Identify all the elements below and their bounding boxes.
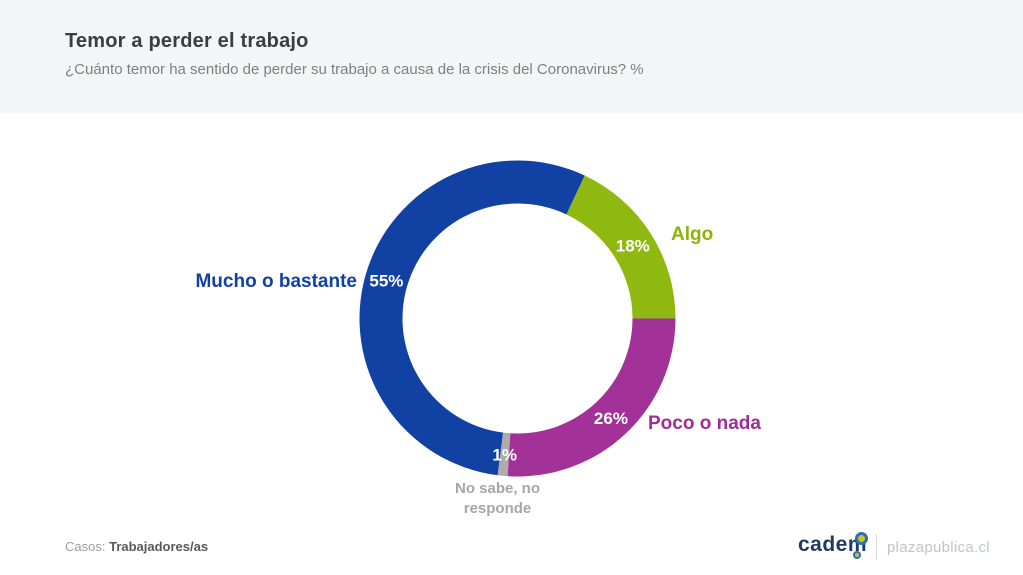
cases-note: Casos: Trabajadores/as: [65, 539, 208, 554]
cadem-logo-ring-icon: [855, 532, 868, 545]
slice-value-label-0: 55%: [369, 271, 403, 290]
footer-brand: cadem plazapublica.cl: [798, 530, 990, 564]
slice-value-label-1: 18%: [616, 236, 650, 255]
cadem-logo-text: cadem: [798, 533, 868, 556]
divider: [876, 534, 877, 560]
slice-label-no-sabe-no-responde: No sabe, no responde: [454, 480, 540, 517]
slice-label-algo: Algo: [671, 224, 714, 245]
cases-value: Trabajadores/as: [109, 539, 209, 554]
slice-value-label-3: 1%: [492, 445, 517, 464]
slice-value-label-2: 26%: [594, 409, 628, 428]
survey-question: ¿Cuánto temor ha sentido de perder su tr…: [65, 61, 644, 78]
partner-site-label: plazapublica.cl: [887, 538, 990, 556]
slice-label-poco-o-nada: Poco o nada: [648, 413, 761, 434]
slice-label-mucho-o-bastante: Mucho o bastante: [195, 271, 357, 292]
page-title: Temor a perder el trabajo: [65, 30, 309, 52]
header-band: Temor a perder el trabajo ¿Cuánto temor …: [0, 0, 1023, 113]
donut-slice-0: [359, 160, 585, 476]
donut-chart-svg: 55% 18% 26% 1%: [359, 160, 676, 477]
cadem-logo: cadem: [798, 531, 876, 563]
cases-label: Casos:: [65, 539, 106, 554]
donut-chart: 55% 18% 26% 1%: [352, 153, 683, 484]
donut-slice-3: [497, 432, 511, 477]
donut-slice-2: [507, 318, 676, 477]
cadem-logo-dot-icon: [853, 551, 861, 559]
donut-slice-1: [566, 175, 676, 319]
